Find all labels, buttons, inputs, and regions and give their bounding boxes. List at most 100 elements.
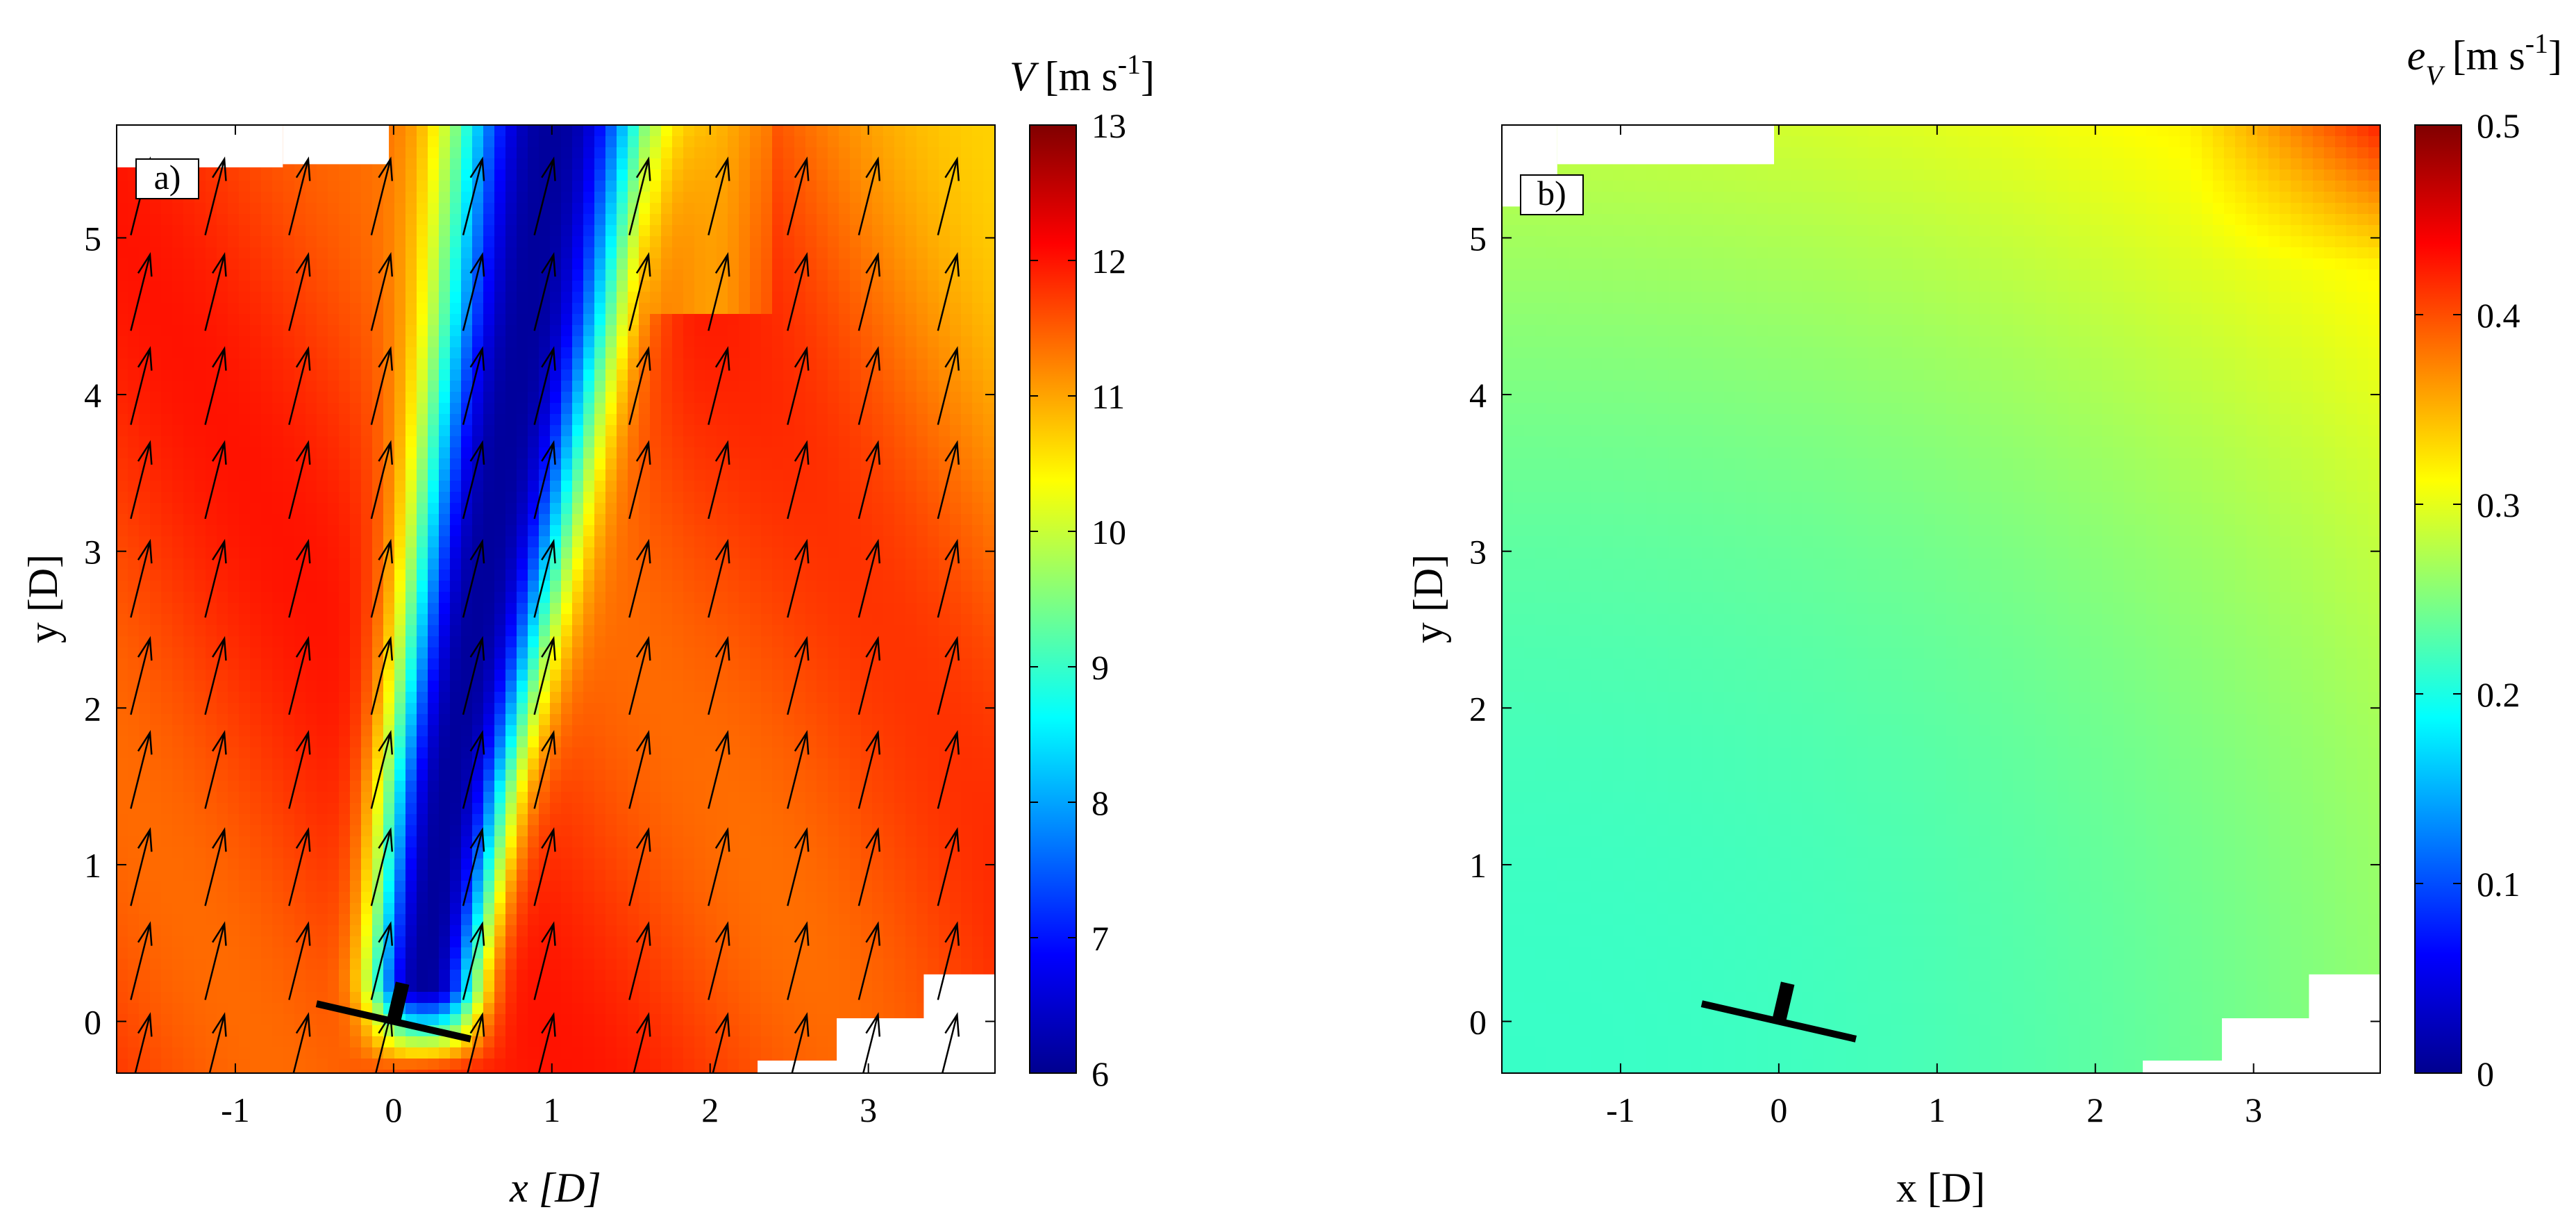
heat-cell <box>905 803 917 815</box>
heat-cell <box>605 536 617 548</box>
heat-cell <box>728 147 739 159</box>
heat-cell <box>505 414 517 426</box>
heat-cell <box>250 236 262 248</box>
heat-cell <box>739 258 751 270</box>
heat-cell <box>728 347 739 359</box>
heat-cell <box>839 658 851 670</box>
heat-cell <box>294 403 306 415</box>
heat-cell <box>772 492 784 504</box>
heat-cell <box>728 758 739 770</box>
heat-cell <box>161 603 173 615</box>
heat-cell <box>383 625 395 637</box>
heat-cell <box>317 336 328 348</box>
heat-cell <box>761 592 773 604</box>
heat-cell <box>772 525 784 537</box>
heat-cell <box>672 703 684 715</box>
heat-cell <box>683 458 695 470</box>
heat-cell <box>694 481 706 492</box>
heat-cell <box>550 303 562 315</box>
heat-cell <box>517 725 528 737</box>
heat-cell <box>561 614 573 626</box>
heat-cell <box>628 347 639 359</box>
heat-cell <box>817 336 828 348</box>
heat-cell <box>339 425 351 437</box>
heat-cell <box>650 269 662 281</box>
heat-cell <box>772 681 784 692</box>
heat-cell <box>872 303 884 315</box>
heat-cell <box>117 625 128 637</box>
heat-cell <box>172 692 184 704</box>
heat-cell <box>961 470 973 481</box>
heat-cell <box>583 370 595 381</box>
heat-cell <box>450 403 462 415</box>
heat-cell <box>428 503 440 515</box>
heat-cell <box>805 192 817 204</box>
heat-cell <box>605 292 617 304</box>
heat-cell <box>894 358 906 370</box>
heat-cell <box>317 203 328 215</box>
heat-cell <box>728 614 739 626</box>
heat-cell <box>950 758 962 770</box>
heat-cell <box>683 525 695 537</box>
heat-cell <box>828 636 839 648</box>
heat-cell <box>428 681 440 692</box>
heat-cell <box>494 381 506 392</box>
heat-cell <box>794 425 806 437</box>
heat-cell <box>672 125 684 137</box>
heat-cell <box>661 125 673 137</box>
heat-cell <box>194 303 206 315</box>
heat-cell <box>483 647 495 659</box>
heat-cell <box>394 625 406 637</box>
heat-cell <box>528 225 540 237</box>
heat-cell <box>417 314 428 326</box>
heat-cell <box>261 236 273 248</box>
heat-cell <box>805 436 817 448</box>
heat-cell <box>661 370 673 381</box>
heat-cell <box>561 681 573 692</box>
heat-cell <box>472 714 484 726</box>
heat-cell <box>917 125 928 137</box>
heat-cell <box>139 581 151 592</box>
heat-cell <box>705 292 717 304</box>
heat-cell <box>683 558 695 570</box>
heat-cell <box>794 714 806 726</box>
heat-cell <box>883 781 895 793</box>
heat-cell <box>517 269 528 281</box>
heat-cell <box>317 381 328 392</box>
heat-cell <box>339 592 351 604</box>
heat-cell <box>939 581 951 592</box>
heat-cell <box>183 303 195 315</box>
heat-cell <box>761 247 773 259</box>
heat-cell <box>250 492 262 504</box>
heat-cell <box>683 169 695 181</box>
heat-cell <box>917 725 928 737</box>
heat-cell <box>894 658 906 670</box>
heat-cell <box>983 681 995 692</box>
heat-cell <box>761 747 773 759</box>
heat-cell <box>672 536 684 548</box>
heat-cell <box>139 203 151 215</box>
heat-cell <box>206 181 217 192</box>
heat-cell <box>828 269 839 281</box>
heat-cell <box>705 281 717 292</box>
heat-cell <box>317 258 328 270</box>
heat-cell <box>883 492 895 504</box>
heat-cell <box>750 125 762 137</box>
heat-cell <box>283 614 295 626</box>
heat-cell <box>683 203 695 215</box>
heat-cell <box>272 570 284 581</box>
heat-cell <box>928 758 939 770</box>
heat-cell <box>894 558 906 570</box>
heat-cell <box>605 581 617 592</box>
heat-cell <box>917 670 928 681</box>
heat-cell <box>983 714 995 726</box>
heat-cell <box>417 625 428 637</box>
heat-cell <box>472 403 484 415</box>
heat-cell <box>950 314 962 326</box>
heat-cell <box>550 425 562 437</box>
heat-cell <box>583 181 595 192</box>
heat-cell <box>805 347 817 359</box>
heat-cell <box>517 292 528 304</box>
heat-cell <box>228 714 240 726</box>
heat-cell <box>894 614 906 626</box>
